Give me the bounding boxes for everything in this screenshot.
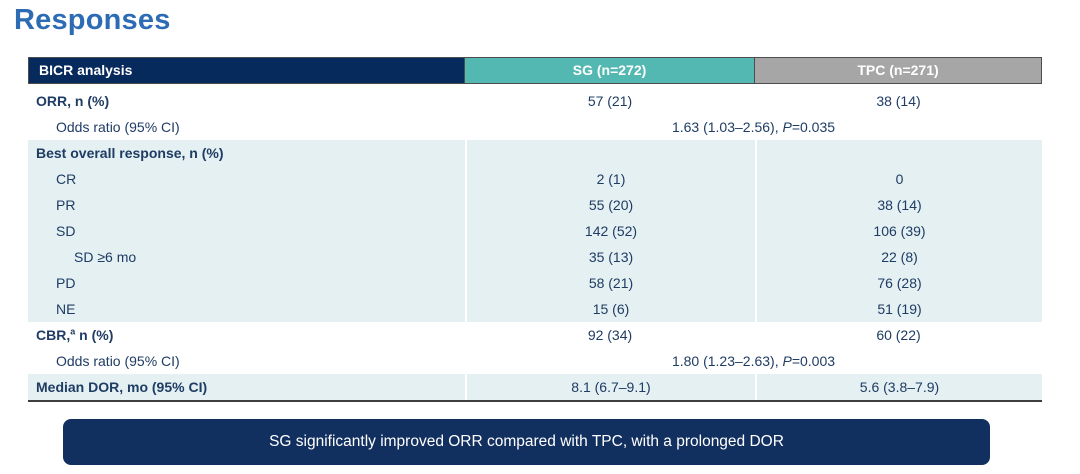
- row-label: PR: [28, 192, 465, 218]
- tpc-value: 106 (39): [755, 218, 1042, 244]
- row-label: SD ≥6 mo: [28, 244, 465, 270]
- row-label: NE: [28, 296, 465, 322]
- table-row: ORR, n (%) 57 (21) 38 (14): [28, 88, 1042, 114]
- sg-value: 58 (21): [465, 270, 755, 296]
- table-row: SD 142 (52) 106 (39): [28, 218, 1042, 244]
- table-row: PR 55 (20) 38 (14): [28, 192, 1042, 218]
- row-label: ORR, n (%): [28, 88, 465, 114]
- table-row: CBR,a n (%) 92 (34) 60 (22): [28, 322, 1042, 348]
- tpc-value: 0: [755, 166, 1042, 192]
- combined-value: 1.80 (1.23–2.63), P=0.003: [465, 348, 1042, 374]
- table-row: Odds ratio (95% CI) 1.80 (1.23–2.63), P=0…: [28, 348, 1042, 374]
- tpc-value: 5.6 (3.8–7.9): [755, 374, 1042, 400]
- combined-value: 1.63 (1.03–2.56), P=0.035: [465, 114, 1042, 140]
- tpc-value: 51 (19): [755, 296, 1042, 322]
- table-body: ORR, n (%) 57 (21) 38 (14) Odds ratio (95% …: [28, 88, 1042, 402]
- conclusion-banner: SG significantly improved ORR compared w…: [63, 419, 990, 465]
- table-row: CR 2 (1) 0: [28, 166, 1042, 192]
- row-label: Odds ratio (95% CI): [28, 114, 465, 140]
- table-row: Median DOR, mo (95% CI) 8.1 (6.7–9.1) 5.6 …: [28, 374, 1042, 400]
- row-label: PD: [28, 270, 465, 296]
- header-cell-bicr-analysis: BICR analysis: [28, 57, 465, 84]
- table-row: Odds ratio (95% CI) 1.63 (1.03–2.56), P=0…: [28, 114, 1042, 140]
- sg-value: 2 (1): [465, 166, 755, 192]
- row-label: Best overall response, n (%): [28, 140, 465, 166]
- table-row: PD 58 (21) 76 (28): [28, 270, 1042, 296]
- page-title: Responses: [14, 4, 171, 36]
- table-row: Best overall response, n (%): [28, 140, 1042, 166]
- responses-table: BICR analysis SG (n=272) TPC (n=271) ORR…: [28, 57, 1042, 402]
- sg-value: 55 (20): [465, 192, 755, 218]
- tpc-value: 76 (28): [755, 270, 1042, 296]
- table-row: SD ≥6 mo 35 (13) 22 (8): [28, 244, 1042, 270]
- sg-value: 8.1 (6.7–9.1): [465, 374, 755, 400]
- tpc-value: 60 (22): [755, 322, 1042, 348]
- header-cell-tpc: TPC (n=271): [755, 57, 1042, 84]
- sg-value: 92 (34): [465, 322, 755, 348]
- sg-value: 142 (52): [465, 218, 755, 244]
- table-header-row: BICR analysis SG (n=272) TPC (n=271): [28, 57, 1042, 84]
- row-label: Odds ratio (95% CI): [28, 348, 465, 374]
- header-cell-sg: SG (n=272): [465, 57, 755, 84]
- sg-value: 15 (6): [465, 296, 755, 322]
- tpc-value: 38 (14): [755, 88, 1042, 114]
- row-label: CR: [28, 166, 465, 192]
- table-row: NE 15 (6) 51 (19): [28, 296, 1042, 322]
- sg-value: 57 (21): [465, 88, 755, 114]
- tpc-value: 38 (14): [755, 192, 1042, 218]
- tpc-value: 22 (8): [755, 244, 1042, 270]
- sg-value: 35 (13): [465, 244, 755, 270]
- tpc-value: [755, 140, 1042, 166]
- conclusion-text: SG significantly improved ORR compared w…: [269, 433, 784, 450]
- row-label: Median DOR, mo (95% CI): [28, 374, 465, 400]
- sg-value: [465, 140, 755, 166]
- row-label: SD: [28, 218, 465, 244]
- row-label: CBR,a n (%): [28, 322, 465, 348]
